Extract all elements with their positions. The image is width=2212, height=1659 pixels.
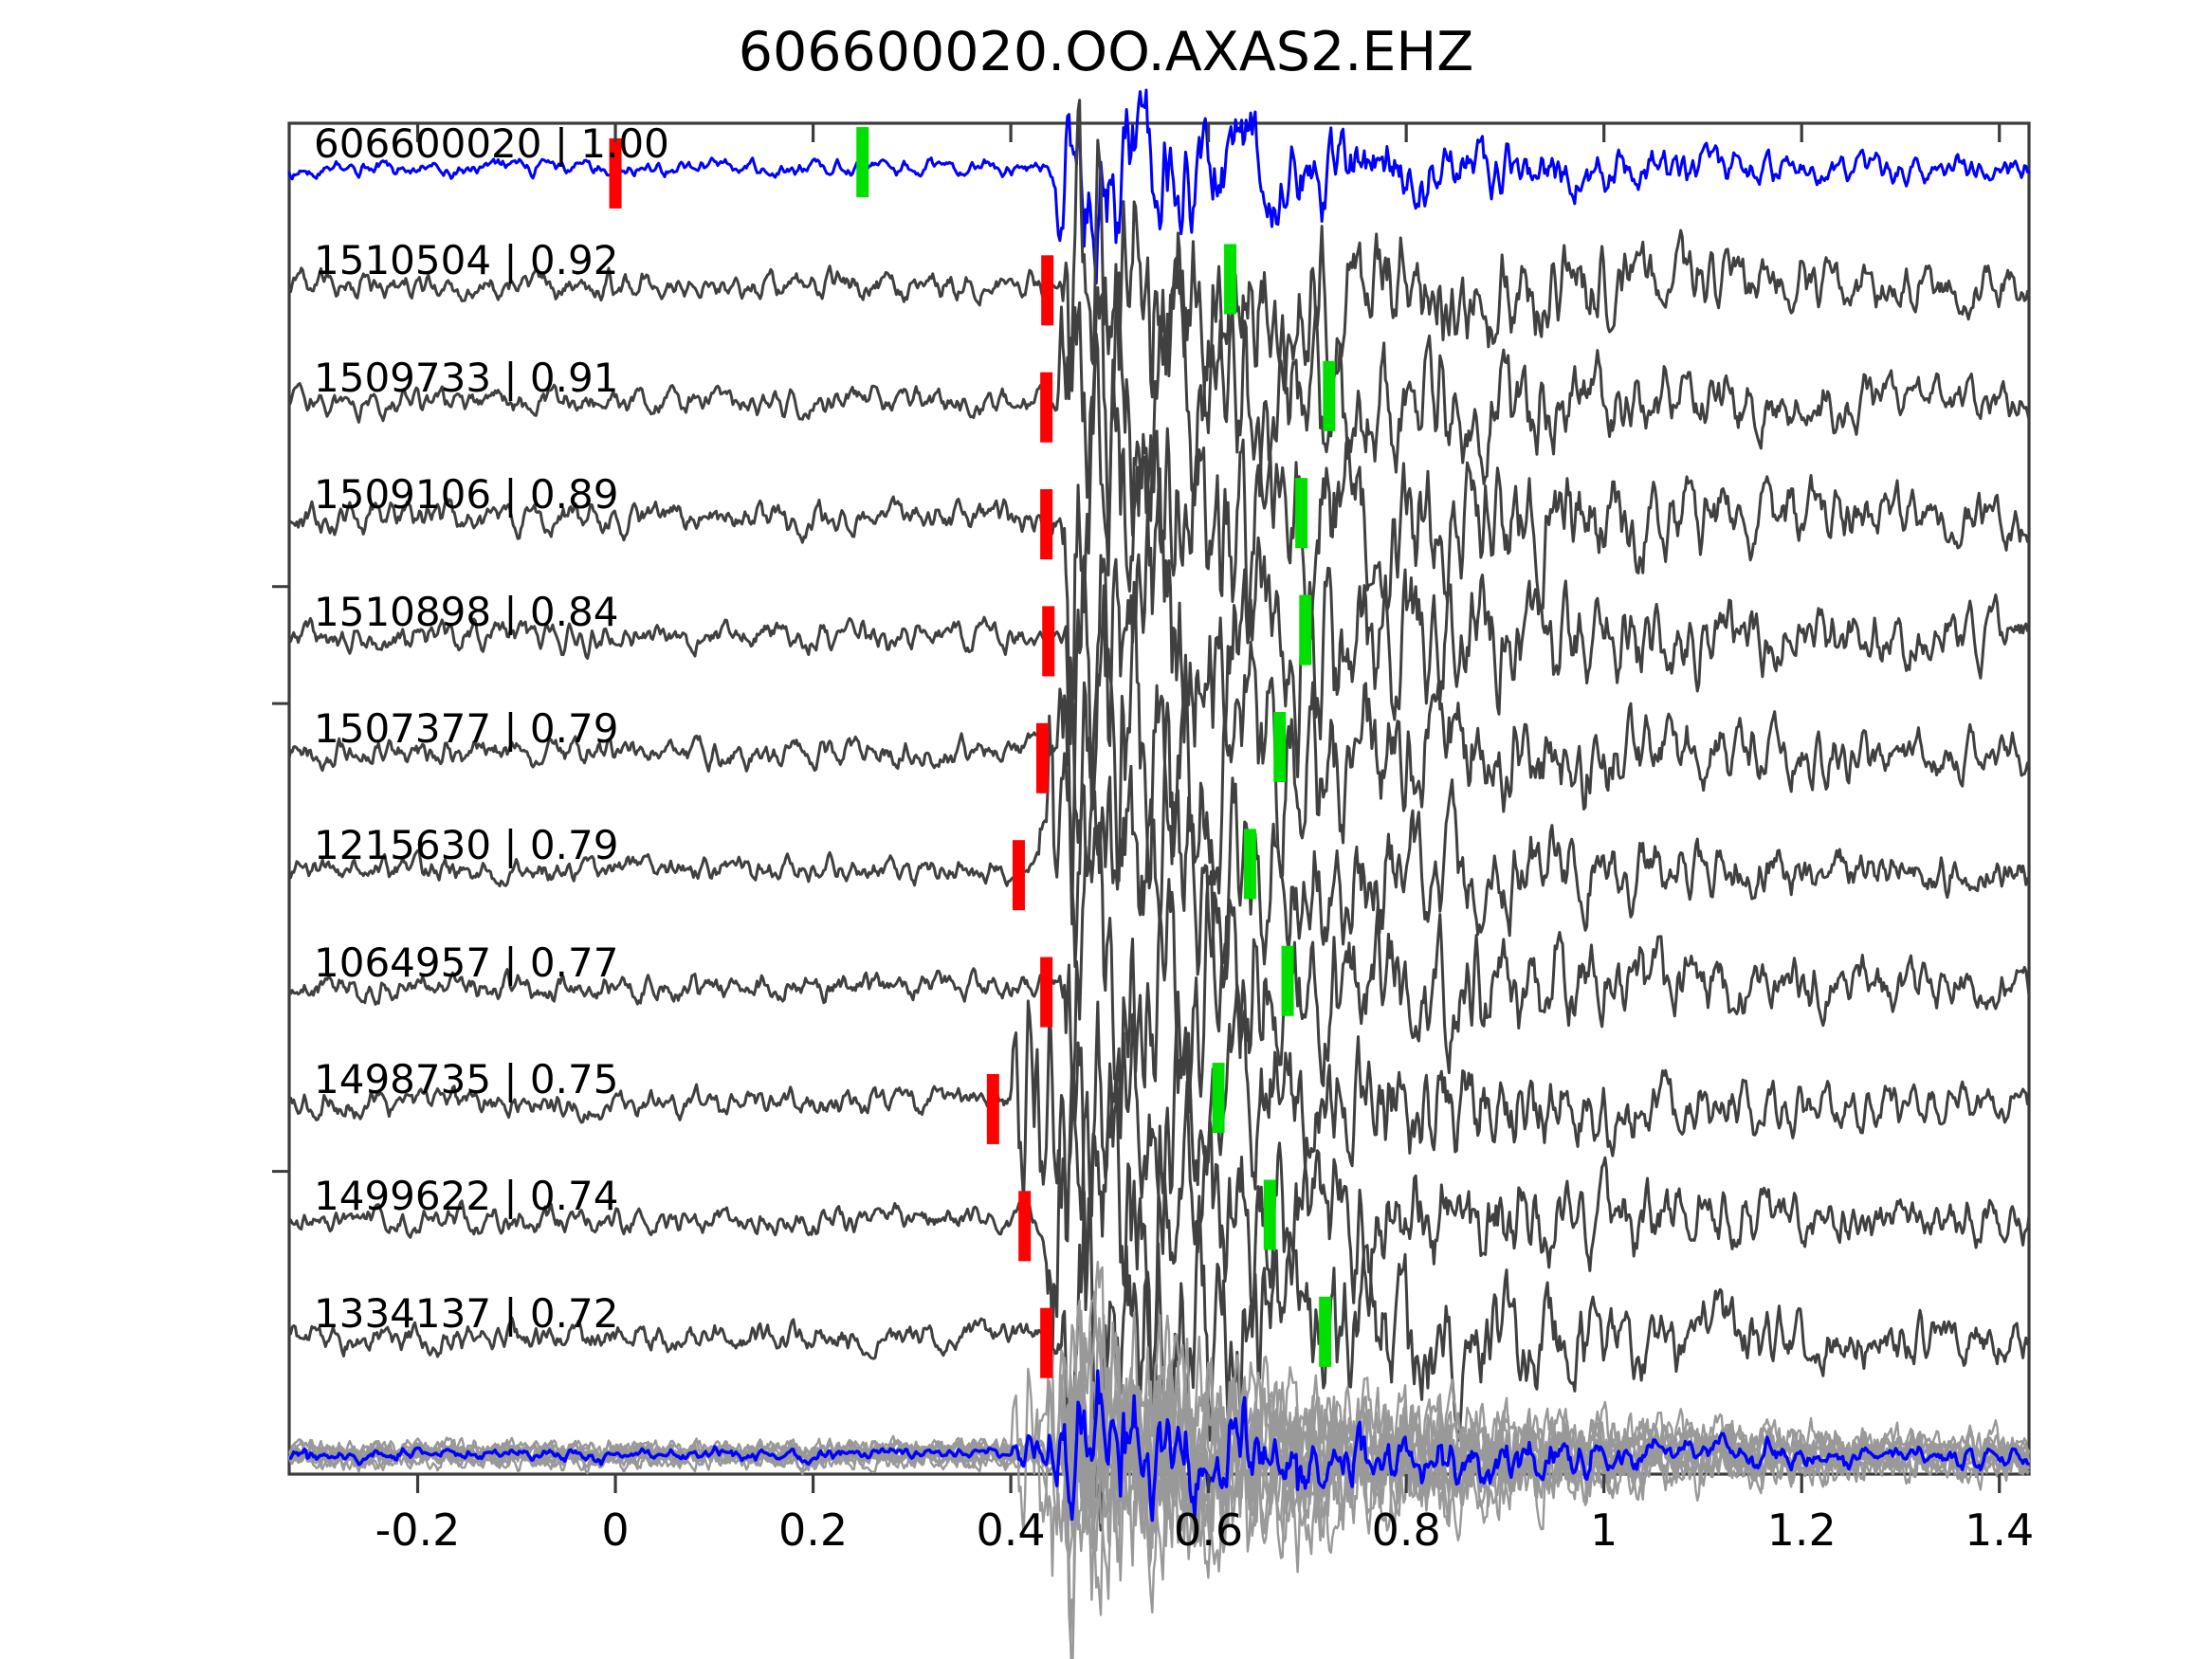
s-pick-marker bbox=[1295, 478, 1308, 549]
p-pick-marker bbox=[1018, 1191, 1032, 1262]
xtick-label: 1 bbox=[1590, 1504, 1618, 1556]
p-pick-marker bbox=[1012, 840, 1025, 911]
p-pick-marker bbox=[1040, 489, 1053, 560]
s-pick-marker bbox=[856, 127, 869, 198]
xtick-label: -0.2 bbox=[375, 1504, 461, 1556]
s-pick-marker bbox=[1224, 244, 1237, 315]
s-pick-marker bbox=[1299, 594, 1312, 665]
trace-label: 1507377 | 0.79 bbox=[314, 704, 619, 752]
p-pick-marker bbox=[986, 1073, 999, 1144]
waveform-trace bbox=[287, 466, 2031, 926]
p-pick-marker bbox=[1035, 722, 1049, 793]
page-title: 606600020.OO.AXAS2.EHZ bbox=[738, 21, 1474, 83]
trace-label: 1510504 | 0.92 bbox=[314, 237, 619, 284]
picks-layer bbox=[609, 127, 1336, 1378]
xtick-label: 1.2 bbox=[1766, 1504, 1837, 1556]
waveform-trace bbox=[287, 256, 2031, 577]
s-pick-marker bbox=[1281, 945, 1294, 1016]
xtick-label: 0 bbox=[601, 1504, 630, 1556]
stack-gray-trace bbox=[287, 1354, 2031, 1581]
stack-overlay-trace bbox=[288, 1369, 2030, 1522]
trace-label: 606600020 | 1.00 bbox=[314, 120, 669, 167]
waveform-trace bbox=[287, 1188, 2031, 1532]
xtick-label: 1.4 bbox=[1965, 1504, 2035, 1556]
waveform-trace bbox=[287, 790, 2031, 1139]
xtick-label: 0.6 bbox=[1174, 1504, 1244, 1556]
waveform-trace bbox=[287, 580, 2031, 895]
p-pick-marker bbox=[1042, 606, 1055, 677]
s-pick-marker bbox=[1263, 1179, 1276, 1250]
waveform-trace bbox=[287, 88, 2031, 285]
xaxis-ticks bbox=[272, 123, 2002, 1493]
p-pick-marker bbox=[609, 137, 622, 209]
trace-label: 1509106 | 0.89 bbox=[314, 471, 619, 519]
waveform-trace bbox=[287, 1041, 2031, 1412]
s-pick-marker bbox=[1319, 1296, 1332, 1367]
trace-label: 1334137 | 0.72 bbox=[314, 1289, 619, 1337]
traces-layer bbox=[287, 88, 2031, 1659]
s-pick-marker bbox=[1273, 711, 1287, 782]
waveform-trace bbox=[287, 285, 2031, 746]
trace-label: 1510898 | 0.84 bbox=[314, 588, 619, 635]
p-pick-marker bbox=[1040, 1307, 1053, 1378]
s-pick-marker bbox=[1243, 829, 1256, 900]
trace-label: 1215630 | 0.79 bbox=[314, 822, 619, 869]
p-pick-marker bbox=[1040, 957, 1053, 1028]
trace-label: 1509733 | 0.91 bbox=[314, 354, 619, 401]
trace-label: 1498735 | 0.75 bbox=[314, 1056, 619, 1103]
p-pick-marker bbox=[1041, 255, 1054, 326]
trace-label: 1499622 | 0.74 bbox=[314, 1173, 619, 1220]
p-pick-marker bbox=[1040, 372, 1053, 443]
xtick-label: 0.8 bbox=[1371, 1504, 1441, 1556]
xtick-label: 0.2 bbox=[778, 1504, 849, 1556]
s-pick-marker bbox=[1212, 1063, 1225, 1134]
trace-label: 1064957 | 0.77 bbox=[314, 939, 619, 986]
xtick-label: 0.4 bbox=[976, 1504, 1046, 1556]
s-pick-marker bbox=[1323, 360, 1336, 431]
